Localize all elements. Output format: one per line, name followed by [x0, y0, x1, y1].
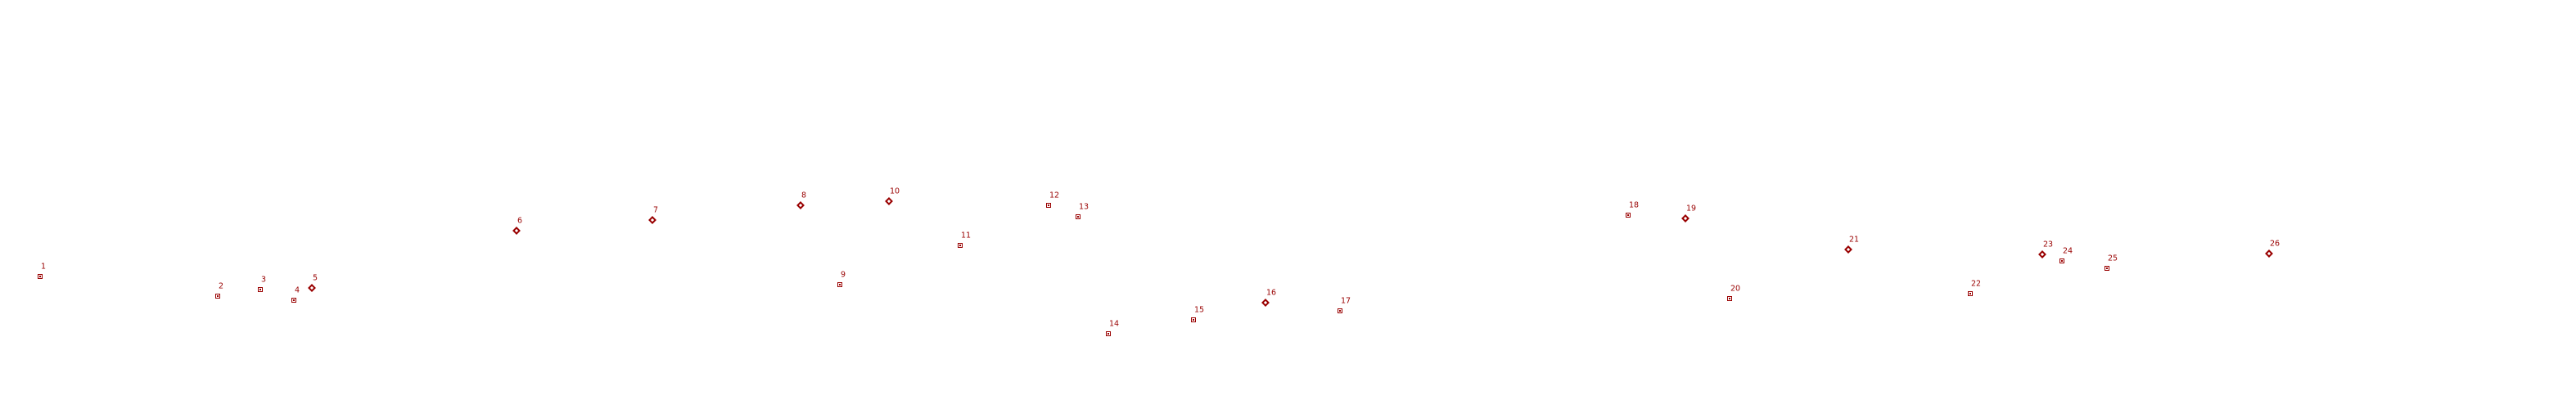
square-marker-icon	[291, 298, 296, 303]
square-marker-icon	[215, 294, 220, 299]
diamond-marker-icon	[308, 284, 316, 292]
marker-label: 6	[517, 216, 523, 226]
marker-label: 22	[1971, 279, 1982, 289]
square-marker-icon	[958, 243, 963, 248]
marker-label: 12	[1049, 191, 1060, 200]
square-marker-icon	[1727, 296, 1732, 301]
marker-label: 4	[295, 285, 300, 295]
diamond-marker-icon	[1681, 214, 1690, 222]
marker-label: 20	[1730, 284, 1741, 294]
square-marker-icon	[1626, 213, 1631, 218]
marker-label: 11	[961, 231, 972, 240]
marker-label: 24	[2063, 246, 2073, 256]
square-marker-icon	[2059, 258, 2064, 263]
marker-label: 3	[261, 275, 267, 285]
diamond-marker-icon	[2265, 249, 2273, 258]
marker-label: 15	[1194, 305, 1205, 315]
diamond-marker-icon	[512, 227, 521, 235]
square-marker-icon	[1968, 291, 1973, 296]
marker-label: 1	[41, 262, 47, 272]
diamond-marker-icon	[885, 197, 893, 205]
diamond-marker-icon	[2038, 250, 2046, 258]
diamond-marker-icon	[1844, 245, 1852, 254]
square-marker-icon	[258, 287, 263, 292]
marker-label: 23	[2043, 240, 2054, 249]
square-marker-icon	[1338, 308, 1342, 313]
marker-label: 9	[841, 270, 846, 280]
marker-label: 10	[890, 187, 900, 196]
marker-label: 26	[2270, 239, 2281, 249]
square-marker-icon	[837, 282, 842, 287]
marker-label: 21	[1849, 235, 1860, 245]
diamond-marker-icon	[1261, 299, 1270, 307]
marker-label: 19	[1686, 204, 1697, 213]
square-marker-icon	[38, 274, 43, 279]
marker-label: 25	[2108, 254, 2118, 263]
square-marker-icon	[1191, 317, 1196, 322]
marker-label: 2	[219, 281, 224, 291]
marker-label: 5	[313, 273, 318, 283]
square-marker-icon	[1076, 214, 1080, 219]
marker-label: 13	[1079, 202, 1089, 212]
marker-label: 8	[801, 191, 807, 200]
marker-label: 7	[653, 205, 659, 215]
marker-label: 18	[1629, 200, 1640, 210]
square-marker-icon	[1046, 203, 1051, 208]
diamond-marker-icon	[796, 201, 805, 209]
diamond-marker-icon	[648, 216, 656, 224]
square-marker-icon	[1106, 331, 1111, 336]
marker-label: 14	[1109, 319, 1120, 329]
marker-label: 17	[1341, 296, 1351, 306]
marker-label: 16	[1266, 288, 1277, 298]
square-marker-icon	[2105, 266, 2109, 271]
